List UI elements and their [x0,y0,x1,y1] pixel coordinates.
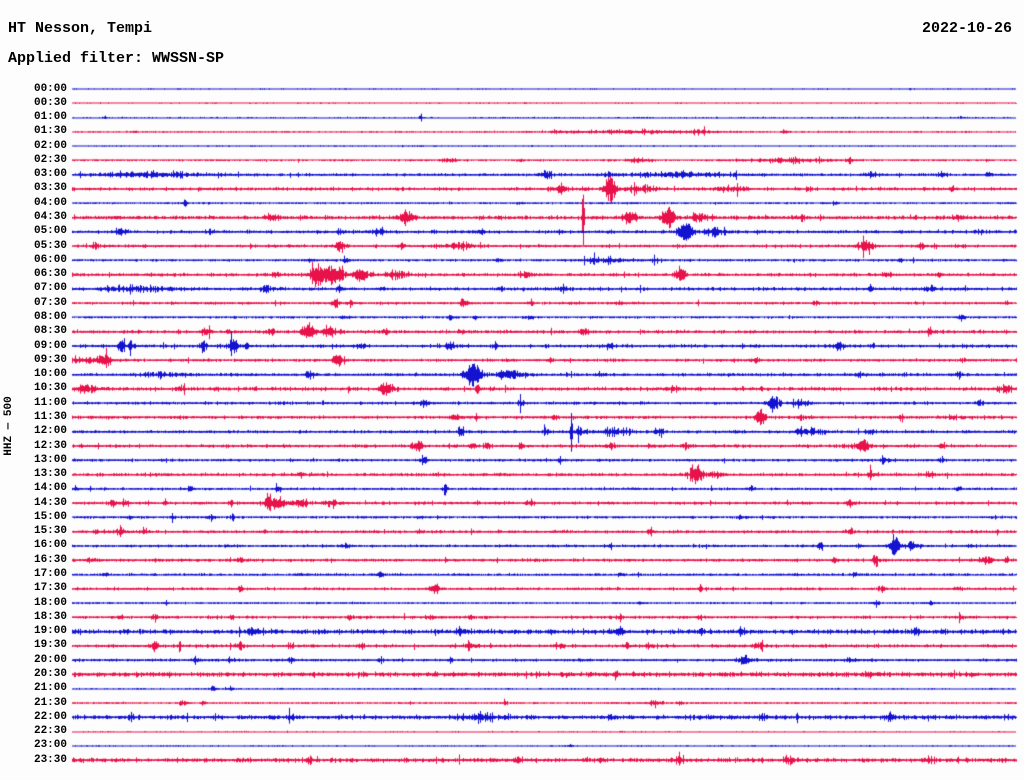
time-label: 05:30 [33,239,67,252]
time-label: 12:00 [33,425,67,438]
time-label: 11:00 [33,396,67,409]
time-label: 13:30 [33,468,67,481]
time-label: 10:30 [33,382,67,395]
time-label: 07:30 [33,296,67,309]
time-label: 12:30 [33,439,67,452]
time-label: 17:30 [33,582,67,595]
time-label: 10:00 [33,368,67,381]
time-label: 20:00 [33,653,67,666]
time-label: 00:00 [33,82,67,95]
time-label: 06:30 [33,268,67,281]
time-label: 23:30 [33,753,67,766]
time-label: 14:30 [33,496,67,509]
time-label: 08:00 [33,310,67,323]
time-label: 20:30 [33,667,67,680]
time-label: 22:00 [33,710,67,723]
time-label: 17:00 [33,568,67,581]
time-label: 02:00 [33,139,67,152]
time-label: 18:30 [33,610,67,623]
time-label: 16:30 [33,553,67,566]
time-label: 16:00 [33,539,67,552]
time-label: 01:00 [33,111,67,124]
time-label: 04:00 [33,196,67,209]
time-label: 06:00 [33,253,67,266]
channel-scale-label: HHZ — 500 [3,396,15,456]
time-label: 22:30 [33,725,67,738]
time-label: 19:30 [33,639,67,652]
time-label: 08:30 [33,325,67,338]
time-label: 09:00 [33,339,67,352]
time-label: 02:30 [33,153,67,166]
time-label: 03:00 [33,168,67,181]
time-label: 11:30 [33,410,67,423]
time-label: 03:30 [33,182,67,195]
time-label: 13:00 [33,453,67,466]
time-label: 21:30 [33,696,67,709]
time-label: 05:00 [33,225,67,238]
time-label: 21:00 [33,682,67,695]
time-label: 18:00 [33,596,67,609]
time-label: 04:30 [33,211,67,224]
time-label: 19:00 [33,625,67,638]
time-label: 01:30 [33,125,67,138]
time-label: 23:00 [33,739,67,752]
time-label: 00:30 [33,96,67,109]
time-label: 15:00 [33,510,67,523]
time-label: 07:00 [33,282,67,295]
time-label: 15:30 [33,525,67,538]
time-label: 09:30 [33,353,67,366]
time-label: 14:00 [33,482,67,495]
